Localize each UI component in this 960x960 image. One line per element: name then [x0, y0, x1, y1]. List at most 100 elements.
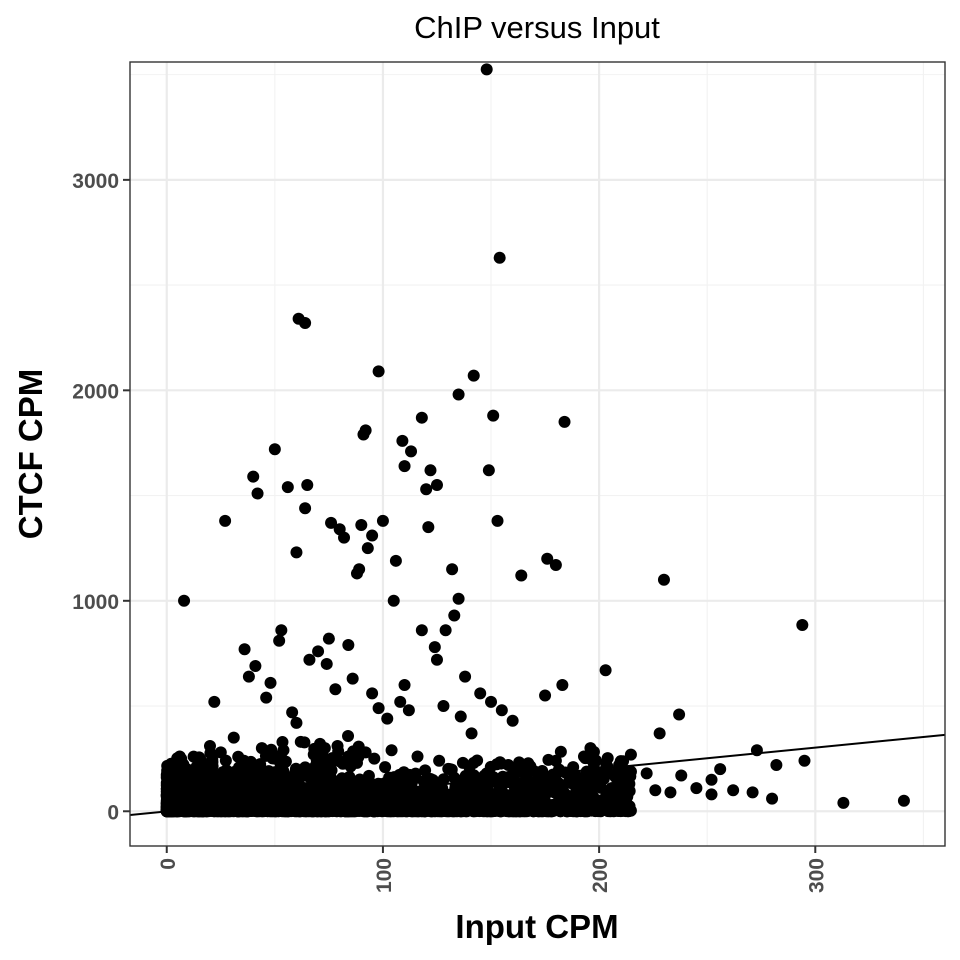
data-point [290, 716, 303, 729]
panel-border [129, 61, 946, 847]
data-point [657, 573, 670, 586]
data-point [649, 784, 662, 797]
data-point [433, 754, 446, 767]
data-point [705, 788, 718, 801]
data-point [549, 559, 562, 572]
data-point [578, 786, 591, 799]
data-point [675, 769, 688, 782]
data-point [387, 594, 400, 607]
data-point [242, 670, 255, 683]
x-tick-label: 100 [373, 858, 396, 893]
data-point [388, 804, 401, 817]
data-point [219, 514, 232, 527]
data-point [348, 802, 361, 815]
data-point [319, 780, 332, 793]
data-point [299, 316, 312, 329]
data-point [162, 785, 175, 798]
data-point [177, 761, 190, 774]
x-axis-title: Input CPM [455, 908, 618, 945]
data-point [346, 672, 359, 685]
data-point [290, 546, 303, 559]
data-point [356, 784, 369, 797]
data-point [398, 460, 411, 473]
data-point [601, 752, 614, 765]
data-point [216, 802, 229, 815]
data-point [452, 592, 465, 605]
data-point [530, 774, 543, 787]
data-point [493, 251, 506, 264]
data-point [561, 803, 574, 816]
data-point [301, 479, 314, 492]
data-point [586, 770, 599, 783]
x-tick-label: 0 [157, 858, 180, 870]
data-point [514, 805, 527, 818]
data-point [798, 754, 811, 767]
data-point [482, 805, 495, 818]
data-point [705, 773, 718, 786]
data-point [598, 767, 611, 780]
data-point [260, 691, 273, 704]
data-point [211, 787, 224, 800]
y-axis-title: CTCF CPM [12, 369, 49, 539]
data-point [357, 428, 370, 441]
data-point [419, 764, 432, 777]
data-point [204, 747, 217, 760]
data-point [249, 660, 262, 673]
data-point [520, 796, 533, 809]
data-point [204, 769, 217, 782]
data-point [482, 464, 495, 477]
data-point [411, 750, 424, 763]
data-point [599, 664, 612, 677]
data-point [543, 782, 556, 795]
data-point [368, 752, 381, 765]
data-point [238, 643, 251, 656]
data-point [316, 750, 329, 763]
data-point [182, 780, 195, 793]
data-point [281, 481, 294, 494]
data-point [554, 745, 567, 758]
data-point [437, 700, 450, 713]
data-point [316, 804, 329, 817]
data-point [405, 785, 418, 798]
data-point [556, 678, 569, 691]
data-point [529, 804, 542, 817]
data-point [355, 519, 368, 532]
data-point [448, 609, 461, 622]
data-point [347, 745, 360, 758]
data-point [381, 712, 394, 725]
data-point [428, 641, 441, 654]
data-point [422, 521, 435, 534]
data-point [312, 645, 325, 658]
data-point [430, 653, 443, 666]
data-point [558, 415, 571, 428]
data-point [247, 470, 260, 483]
data-point [193, 762, 206, 775]
data-point [275, 624, 288, 637]
data-point [664, 786, 677, 799]
data-point [474, 791, 487, 804]
data-point [541, 552, 554, 565]
data-point [220, 764, 233, 777]
data-point [420, 483, 433, 496]
data-point [589, 754, 602, 767]
data-point [430, 479, 443, 492]
data-point [298, 736, 311, 749]
data-point [366, 529, 379, 542]
data-point [206, 756, 219, 769]
x-tick-label: 200 [589, 858, 612, 893]
data-point [389, 554, 402, 567]
data-point [492, 774, 505, 787]
data-point [714, 763, 727, 776]
data-point [673, 708, 686, 721]
data-point [249, 778, 262, 791]
data-point [276, 736, 289, 749]
data-point [394, 695, 407, 708]
data-point [897, 794, 910, 807]
data-point [640, 767, 653, 780]
data-point [255, 763, 268, 776]
data-point [299, 502, 312, 515]
data-point [579, 752, 592, 765]
data-point [330, 802, 343, 815]
data-point [313, 794, 326, 807]
data-point [570, 805, 583, 818]
